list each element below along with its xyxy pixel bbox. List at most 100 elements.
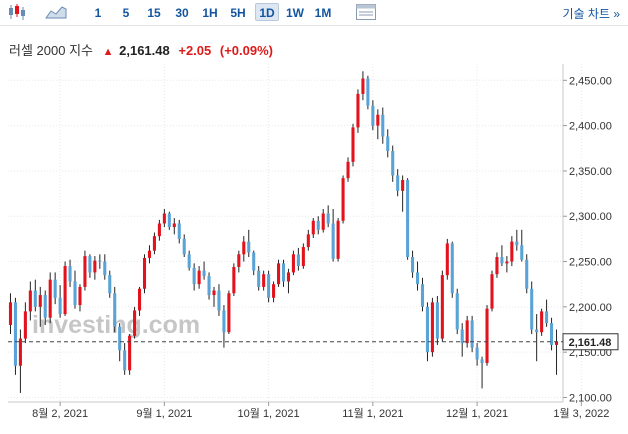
candle-body [58,297,62,315]
candle-body [391,150,395,176]
candle-body [197,270,201,285]
candle-body [406,179,410,258]
candle-body [8,302,13,325]
candle-body [450,243,454,294]
timeframe-15[interactable]: 15 [147,6,161,20]
candle-body [331,223,335,259]
candle-body [321,213,325,230]
x-tick-label: 1월 3, 2022 [553,407,609,420]
candle-body [396,175,400,191]
candles [8,71,559,393]
candle-body [147,250,152,258]
candle-body [78,286,82,306]
candle-body [93,260,97,273]
y-tick-label: 2,400.00 [569,121,612,133]
price-change-percent: (+0.09%) [219,43,274,58]
candle-body [13,302,17,366]
candle-body [138,288,142,311]
candle-body [301,247,305,267]
candle-body [545,311,549,324]
candle-body [192,267,196,285]
y-tick-label: 2,200.00 [569,302,612,314]
candle-body [401,179,405,191]
candle-body [440,275,444,339]
candlestick-chart-icon[interactable] [6,2,28,27]
candle-body [123,350,127,371]
candle-body [356,93,360,128]
index-name: 러셀 2000 지수 [9,43,93,58]
quote-header: 러셀 2000 지수 ▲ 2,161.48 +2.05 (+0.09%) [9,40,273,59]
last-price-tag: 2,161.48 [562,333,619,351]
timeframe-1w[interactable]: 1W [286,6,304,20]
candle-body [18,338,22,366]
candle-body [267,274,271,298]
candle-body [207,276,211,296]
candle-body [167,213,171,228]
candle-body [48,279,52,318]
y-tick-label: 2,450.00 [569,75,612,87]
candle-body [460,329,464,344]
candle-body [445,243,449,276]
candle-body [346,161,350,179]
y-tick-label: 2,250.00 [569,257,612,269]
candle-body [520,245,524,260]
candle-body [262,274,266,287]
candle-body [480,359,484,364]
area-chart-icon[interactable] [44,2,68,27]
candle-body [118,326,122,351]
candle-body [515,241,519,246]
candle-body [227,293,231,333]
timeframe-30[interactable]: 30 [175,6,189,20]
candle-body [247,241,251,253]
candle-body [366,78,370,106]
candle-body [172,223,176,228]
candle-body [485,308,489,364]
last-price: 2,161.48 [119,43,170,58]
candle-body [177,223,181,239]
candle-body [182,238,186,255]
candle-body [510,241,514,262]
candle-body [505,261,509,264]
candle-body [108,275,112,294]
technical-chart-link[interactable]: 기술 차트 » [562,7,620,21]
timeframe-1m[interactable]: 1M [314,6,332,20]
candle-body [232,266,236,294]
candle-body [276,263,281,285]
candle-body [435,302,439,339]
timeframe-1d[interactable]: 1D [255,3,279,21]
candle-body [252,252,256,271]
candle-body [152,236,156,251]
candle-body [361,78,365,94]
timeframe-1h[interactable]: 1H [202,6,218,20]
candle-body [495,257,499,275]
price-change: +2.05 [178,43,212,58]
candle-body [187,254,191,268]
candle-body [415,272,420,285]
candle-body [162,213,166,224]
table-view-icon[interactable] [354,2,378,27]
timeframe-1[interactable]: 1 [94,6,102,20]
candle-body [237,254,241,267]
candle-body [291,254,295,273]
candle-body [222,310,226,333]
x-tick-label: 9월 1, 2021 [136,407,192,420]
candle-body [142,257,147,289]
timeframe-5h[interactable]: 5H [230,6,246,20]
candle-body [242,241,246,255]
up-arrow-icon: ▲ [102,46,114,58]
candle-body [33,290,37,307]
chart-toolbar: 1 5 15 30 1H 5H 1D 1W 1M 기술 차트 » [0,0,628,26]
timeframe-5[interactable]: 5 [122,6,130,20]
candle-body [500,257,504,264]
candle-body [430,302,434,353]
candle-body [103,261,107,276]
candle-body [212,290,216,296]
candle-body [286,272,291,282]
y-tick-label: 2,100.00 [569,392,612,404]
y-axis: 2,450.00 2,400.00 2,350.00 2,300.00 2,250.00… [562,64,612,404]
candle-body [113,293,117,327]
candle-body [88,256,92,273]
candle-body [217,290,221,311]
grid-lines [8,64,582,402]
